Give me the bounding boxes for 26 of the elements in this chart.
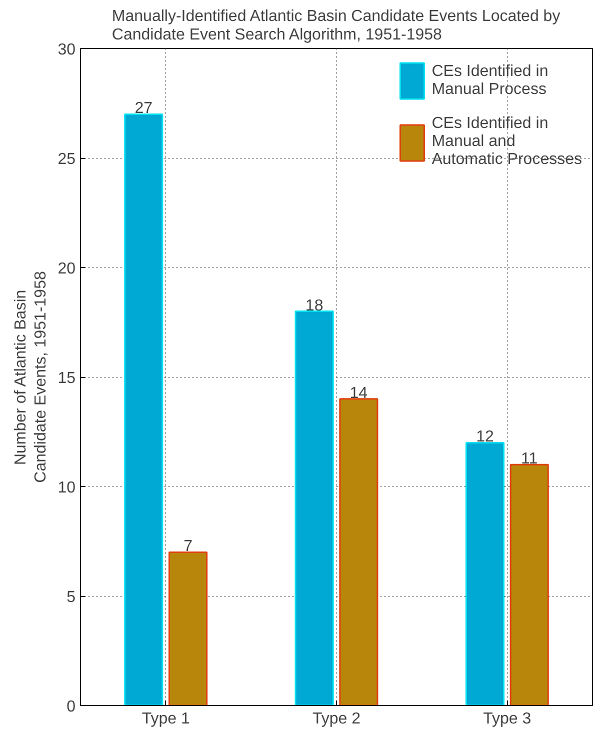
bar xyxy=(124,113,164,706)
chart-title: Manually-Identified Atlantic Basin Candidate Events Located by Candidate Event Search Algorithm, 1951-1958 xyxy=(112,8,560,44)
data-label: 11 xyxy=(521,450,538,468)
y-tick-label: 20 xyxy=(58,260,76,278)
data-label: 27 xyxy=(134,100,153,118)
y-tick-label: 15 xyxy=(58,370,76,387)
x-tick-label: Type 1 xyxy=(142,710,190,728)
y-axis-title: Number of Atlantic Basin Candidate Events, 1951-1958 xyxy=(12,271,50,483)
x-tick-label: Type 3 xyxy=(483,710,532,728)
bar xyxy=(168,551,208,706)
y-tick-label: 5 xyxy=(66,589,76,606)
bar xyxy=(294,310,334,706)
y-tick-label: 25 xyxy=(58,151,76,168)
y-tick-label: 0 xyxy=(66,698,76,716)
legend-label: CEs Identified in Manual Process xyxy=(432,62,548,98)
bar xyxy=(465,442,505,706)
data-label: 7 xyxy=(184,538,193,556)
data-label: 18 xyxy=(305,297,324,314)
y-tick-label: 10 xyxy=(58,480,76,496)
bar xyxy=(339,398,378,706)
legend-label: CEs Identified in Manual and Automatic Processes xyxy=(432,115,582,169)
data-label: 12 xyxy=(476,428,494,446)
x-tick-label: Type 2 xyxy=(312,710,361,728)
data-label: 14 xyxy=(350,384,368,402)
bar xyxy=(510,464,549,706)
y-tick-label: 30 xyxy=(58,42,76,58)
